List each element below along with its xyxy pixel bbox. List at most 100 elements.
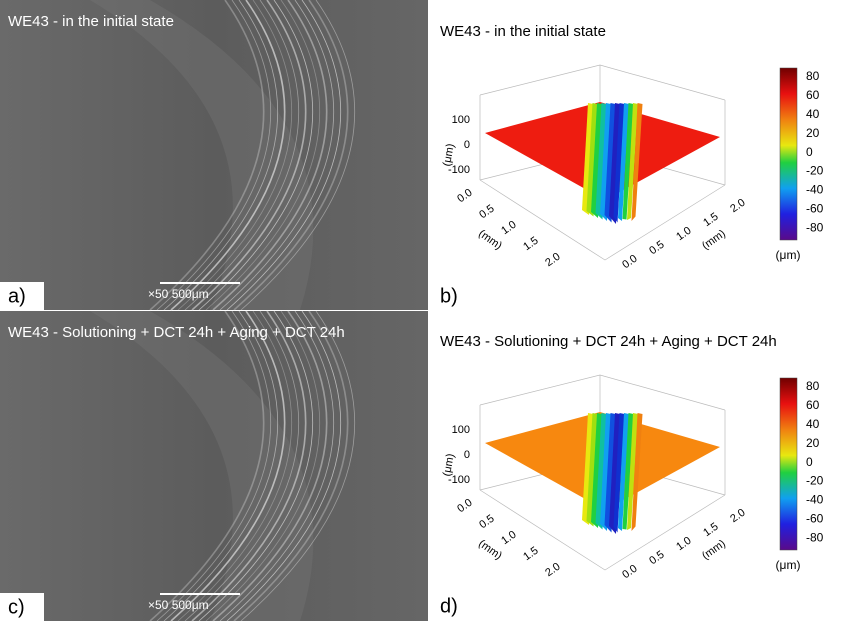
sem-image: WE43 - Solutioning + DCT 24h + Aging + D… — [0, 310, 428, 622]
colorbar-tick-label: -20 — [806, 474, 824, 488]
y-tick-label: 2.0 — [728, 197, 747, 216]
sem-groove — [163, 0, 278, 311]
z-axis-label: (μm) — [441, 143, 457, 168]
colorbar-tick-label: 0 — [806, 455, 813, 469]
colorbar-tick-label: -40 — [806, 183, 824, 197]
colorbar-unit: (μm) — [776, 248, 801, 262]
surface-trough — [631, 413, 643, 531]
x-tick-label: 0.5 — [477, 203, 496, 222]
y-tick-label: 1.5 — [701, 211, 720, 230]
colorbar-tick-label: 60 — [806, 88, 820, 102]
colorbar-tick-label: 40 — [806, 417, 820, 431]
sem-groove — [240, 0, 355, 311]
x-tick-label: 2.0 — [543, 251, 562, 270]
panel-title: WE43 - in the initial state — [440, 23, 606, 40]
surface-trough — [622, 103, 634, 220]
sem-groove — [205, 310, 320, 622]
sem-background — [0, 311, 428, 621]
sem-band — [90, 311, 314, 621]
surface-trough — [613, 103, 625, 223]
sem-groove — [163, 310, 278, 622]
panel-title: WE43 - Solutioning + DCT 24h + Aging + D… — [440, 333, 777, 350]
y-tick-label: 0.5 — [647, 239, 666, 258]
sem-groove — [184, 0, 299, 311]
sem-groove — [219, 310, 334, 622]
x-tick-label: 1.0 — [499, 529, 518, 548]
surface-trough — [595, 413, 607, 530]
y-tick-label: 0.0 — [620, 253, 639, 272]
colorbar-tick-label: -80 — [806, 220, 824, 234]
sem-groove — [219, 0, 334, 311]
sem-groove — [212, 0, 328, 311]
scale-bar-label: ×50 500μm — [148, 287, 209, 301]
sem-groove — [233, 310, 349, 622]
colorbar-tick-label: 60 — [806, 398, 820, 412]
x-axis-label: (mm) — [476, 228, 504, 253]
y-tick-label: 1.0 — [674, 535, 693, 554]
z-tick-label: 0 — [464, 139, 470, 151]
sem-groove — [177, 0, 292, 311]
surface-trough — [586, 103, 598, 217]
y-tick-label: 1.5 — [701, 521, 720, 540]
colorbar-tick-label: -60 — [806, 511, 824, 525]
surface-trough — [618, 103, 629, 221]
surface-trough — [591, 103, 602, 218]
colorbar — [779, 67, 798, 241]
sem-groove — [191, 0, 307, 311]
panel-title: WE43 - in the initial state — [8, 13, 174, 30]
surface-trough — [595, 103, 607, 220]
y-tick-label: 1.0 — [674, 225, 693, 244]
sem-groove — [212, 310, 328, 622]
sem-groove — [240, 310, 355, 622]
colorbar-tick-label: 80 — [806, 69, 820, 83]
surface-trough — [627, 103, 638, 220]
colorbar-tick-label: -60 — [806, 201, 824, 215]
sem-image: WE43 - in the initial state ×50 500μm a) — [0, 0, 428, 311]
panel-label: c) — [8, 596, 25, 618]
sem-band — [90, 0, 314, 310]
y-axis-label: (mm) — [700, 228, 728, 253]
surface-trough — [591, 413, 602, 528]
x-tick-label: 1.5 — [521, 545, 540, 564]
colorbar-unit: (μm) — [776, 558, 801, 572]
x-tick-label: 0.0 — [455, 187, 474, 206]
panel-title: WE43 - Solutioning + DCT 24h + Aging + D… — [8, 324, 345, 341]
y-axis-label: (mm) — [700, 538, 728, 563]
sem-groove — [226, 0, 341, 311]
label-box — [0, 282, 44, 310]
surface-trough — [586, 413, 598, 527]
x-axis-label: (mm) — [476, 538, 504, 563]
colorbar-tick-label: -40 — [806, 493, 824, 507]
surface-trough — [613, 413, 625, 533]
y-tick-label: 2.0 — [728, 507, 747, 526]
panel-label: b) — [440, 285, 458, 307]
colorbar-tick-label: -20 — [806, 164, 824, 178]
surface-trough — [618, 413, 629, 531]
colorbar-tick-label: 20 — [806, 126, 820, 140]
sem-groove — [191, 310, 307, 622]
surface-trough — [600, 413, 611, 531]
z-tick-label: -100 — [448, 164, 470, 176]
surface-trough — [609, 413, 620, 534]
sem-background — [0, 0, 428, 310]
y-tick-label: 0.5 — [647, 549, 666, 568]
colorbar-tick-label: -80 — [806, 530, 824, 544]
sem-groove — [170, 0, 286, 311]
panel-label: a) — [8, 285, 26, 307]
x-tick-label: 0.5 — [477, 513, 496, 532]
colorbar-tick-label: 0 — [806, 145, 813, 159]
x-tick-label: 1.0 — [499, 219, 518, 238]
profile-panel: WE43 - Solutioning + DCT 24h + Aging + D… — [440, 333, 824, 617]
sem-groove — [198, 0, 313, 311]
sem-groove — [156, 0, 271, 311]
sem-groove — [226, 310, 341, 622]
label-box — [0, 593, 44, 621]
colorbar-tick-label: 20 — [806, 436, 820, 450]
surface-trough — [600, 103, 611, 221]
sem-groove — [149, 0, 265, 311]
surface-trough — [622, 413, 634, 530]
sem-groove — [184, 310, 299, 622]
surface-trough — [627, 413, 638, 530]
z-axis-label: (μm) — [441, 453, 457, 478]
